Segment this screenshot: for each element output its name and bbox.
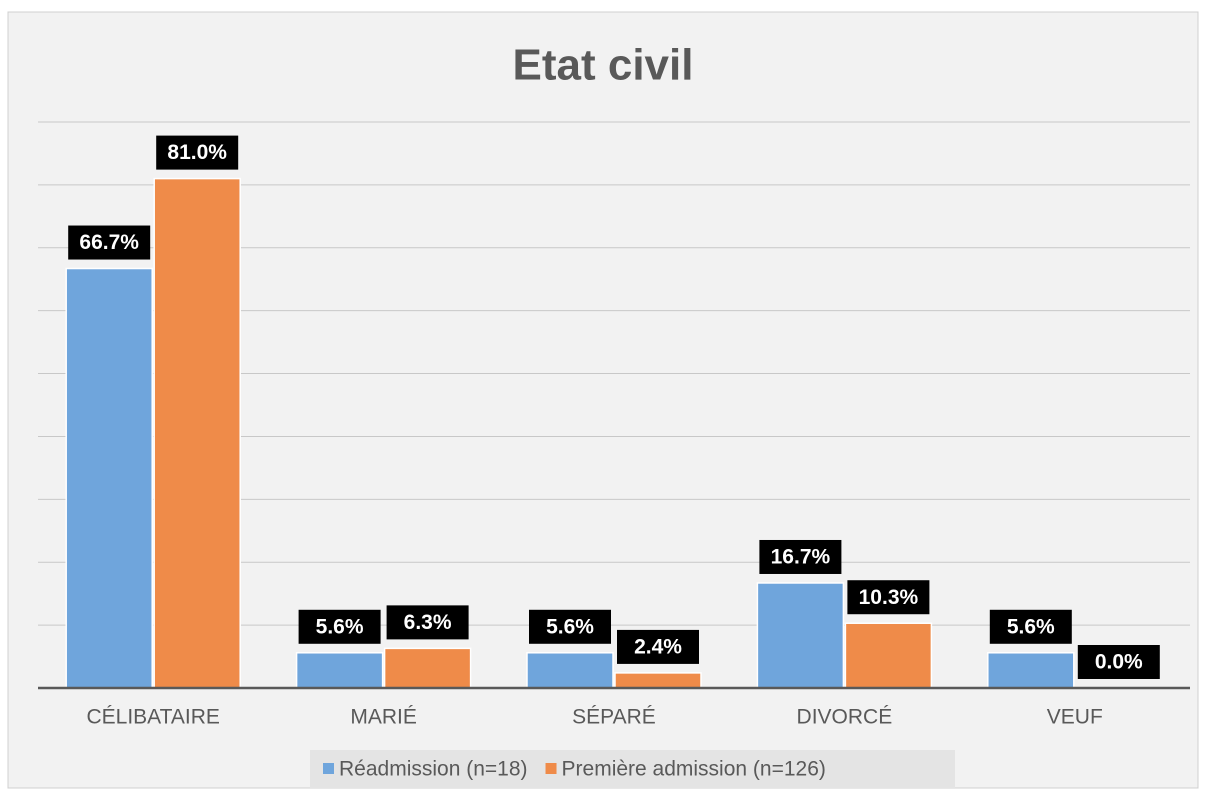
data-label: 81.0%: [167, 141, 227, 164]
bar: [383, 647, 472, 689]
x-tick-label: MARIÉ: [350, 706, 417, 729]
data-label: 0.0%: [1095, 651, 1143, 674]
data-label: 6.3%: [404, 611, 452, 634]
data-label: 2.4%: [634, 635, 682, 658]
data-label-box: [847, 580, 930, 615]
data-label-box: [298, 609, 381, 644]
bar: [614, 672, 702, 689]
x-tick-label: VEUF: [1047, 706, 1103, 729]
data-label: 5.6%: [1007, 615, 1055, 638]
legend-label: Réadmission (n=18): [339, 758, 528, 781]
data-label: 5.6%: [316, 615, 364, 638]
bar: [526, 652, 614, 689]
data-label-box: [617, 629, 699, 664]
bar: [295, 652, 384, 689]
x-tick-label: SÉPARÉ: [572, 706, 656, 729]
data-label-box: [759, 539, 842, 574]
data-label: 16.7%: [771, 546, 831, 569]
data-label-box: [529, 609, 611, 644]
chart-title: Etat civil: [513, 41, 694, 90]
x-tick-label: DIVORCÉ: [797, 706, 893, 729]
bar: [987, 652, 1075, 689]
data-label: 66.7%: [79, 231, 139, 254]
data-label-box: [156, 135, 239, 170]
data-label: 5.6%: [546, 615, 594, 638]
data-label-box: [989, 609, 1072, 644]
data-label-box: [1077, 645, 1160, 679]
legend-label: Première admission (n=126): [562, 758, 826, 781]
x-tick-label: CÉLIBATAIRE: [86, 706, 219, 729]
bar: [844, 622, 933, 689]
bar: [65, 267, 153, 689]
data-label: 10.3%: [859, 586, 919, 609]
data-label-box: [68, 225, 151, 260]
legend-swatch: [323, 763, 334, 774]
bar: [153, 177, 241, 689]
data-label-box: [386, 605, 469, 640]
legend-swatch: [545, 763, 557, 774]
legend-box: [310, 750, 955, 788]
bar: [756, 582, 845, 689]
